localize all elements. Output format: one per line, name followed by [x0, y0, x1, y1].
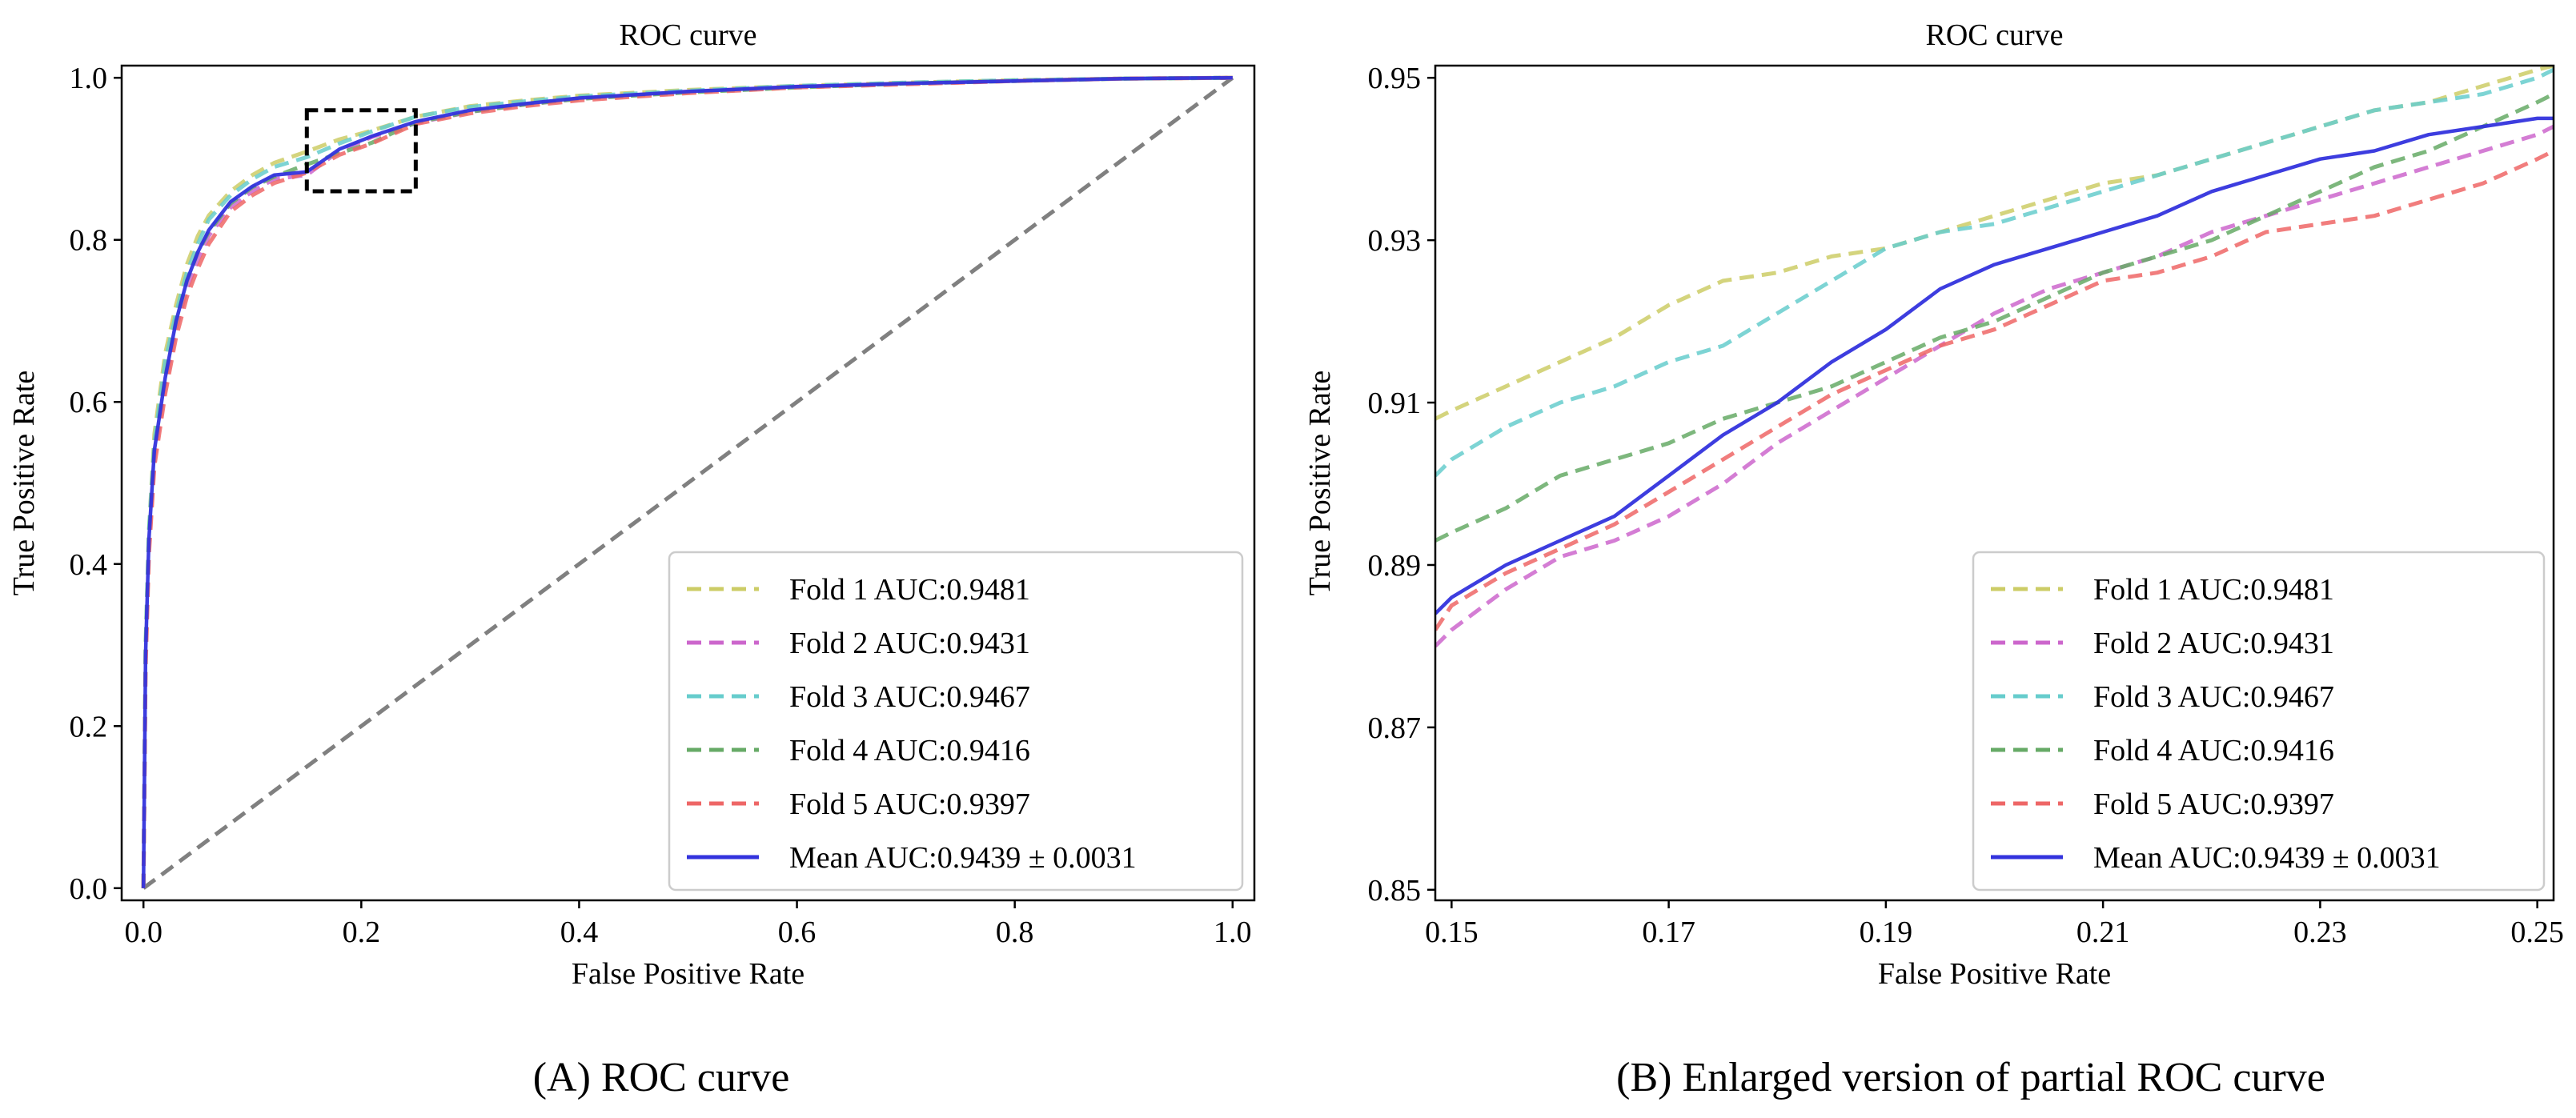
chart-title: ROC curve — [619, 18, 756, 52]
y-tick-label: 1.0 — [70, 62, 108, 95]
x-tick-label: 0.0 — [124, 916, 163, 949]
legend-label-3: Fold 3 AUC:0.9467 — [789, 680, 1030, 714]
legend-box — [668, 551, 1244, 892]
y-tick-label: 0.87 — [1368, 711, 1422, 745]
axes-frame — [1434, 64, 2555, 902]
x-axis-label: False Positive Rate — [1878, 957, 2111, 991]
y-tick-label: 0.89 — [1368, 549, 1422, 583]
legend-label-1: Fold 1 AUC:0.9481 — [2093, 573, 2334, 607]
legend-label-5: Fold 5 AUC:0.9397 — [2093, 787, 2334, 821]
legend-label-6: Mean AUC:0.9439 ± 0.0031 — [789, 841, 1137, 875]
y-tick-label: 0.8 — [70, 224, 108, 258]
panel-a: ROC curve 0.0 0.2 0.4 0.6 0.8 1.0 0.0 0.2 0.4 0.6 0… — [7, 18, 1256, 991]
series-line-6 — [1435, 116, 2554, 615]
y-axis-label: True Positive Rate — [7, 371, 41, 596]
x-tick-label: 0.2 — [343, 916, 381, 949]
legend-label-2: Fold 2 AUC:0.9431 — [2093, 627, 2334, 660]
y-axis-label: True Positive Rate — [1303, 371, 1337, 596]
chance-diagonal-line — [142, 76, 1234, 890]
caption-b: (B) Enlarged version of partial ROC curv… — [1616, 1055, 2325, 1100]
legend-label-2: Fold 2 AUC:0.9431 — [789, 627, 1030, 660]
y-tick-label: 0.93 — [1368, 224, 1422, 258]
y-tick-label: 0.91 — [1368, 387, 1422, 420]
x-tick-label: 0.15 — [1425, 916, 1479, 949]
legend-label-3: Fold 3 AUC:0.9467 — [2093, 680, 2334, 714]
x-axis-label: False Positive Rate — [572, 957, 804, 991]
x-tick-label: 0.23 — [2293, 916, 2347, 949]
axes-frame — [120, 64, 1256, 902]
x-tick-label: 0.25 — [2510, 916, 2564, 949]
y-tick-label: 0.0 — [70, 872, 108, 906]
panel-b: ROC curve 0.15 0.17 0.19 0.21 0.23 0.25 0.85 0.8… — [1303, 18, 2564, 991]
plot-area — [1435, 66, 2554, 648]
x-tick-label: 1.0 — [1214, 916, 1252, 949]
x-tick-label: 0.21 — [2076, 916, 2130, 949]
chart-title: ROC curve — [1925, 18, 2063, 52]
series-line-3 — [1435, 67, 2554, 478]
series-line-5 — [1435, 149, 2554, 631]
series-line-1 — [1435, 66, 2554, 421]
y-tick-label: 0.95 — [1368, 62, 1422, 95]
legend-box — [1972, 551, 2546, 892]
series-line-3 — [141, 75, 1233, 888]
x-tick-label: 0.19 — [1860, 916, 1913, 949]
legend: Fold 1 AUC:0.9481 Fold 2 AUC:0.9431 Fold 3… — [1972, 551, 2546, 892]
legend-label-6: Mean AUC:0.9439 ± 0.0031 — [2093, 841, 2441, 875]
y-tick-label: 0.2 — [70, 710, 108, 743]
y-tick-label: 0.4 — [70, 548, 108, 582]
x-tick-label: 0.8 — [996, 916, 1034, 949]
caption-a: (A) ROC curve — [533, 1055, 790, 1100]
zoom-region-box — [304, 108, 418, 194]
legend-label-1: Fold 1 AUC:0.9481 — [789, 573, 1030, 607]
legend-label-5: Fold 5 AUC:0.9397 — [789, 787, 1030, 821]
x-tick-label: 0.6 — [778, 916, 817, 949]
x-tick-label: 0.17 — [1642, 916, 1695, 949]
y-tick-label: 0.85 — [1368, 874, 1422, 908]
legend-label-4: Fold 4 AUC:0.9416 — [789, 734, 1030, 767]
legend-label-4: Fold 4 AUC:0.9416 — [2093, 734, 2334, 767]
series-line-4 — [1435, 92, 2554, 543]
x-tick-label: 0.4 — [560, 916, 599, 949]
legend: Fold 1 AUC:0.9481 Fold 2 AUC:0.9431 Fold 3… — [668, 551, 1244, 892]
y-tick-label: 0.6 — [70, 386, 108, 419]
series-line-2 — [1435, 124, 2554, 648]
